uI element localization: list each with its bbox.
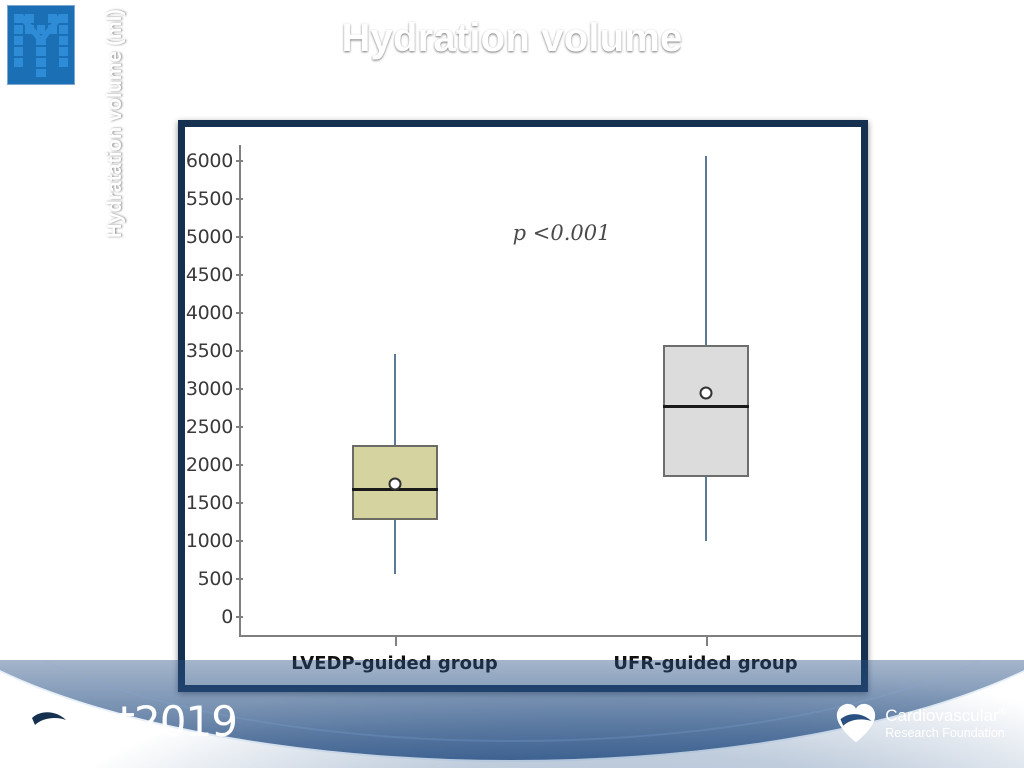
p-value-annotation: p <0.001 [512,221,611,246]
y-axis-tick-mark [236,616,243,618]
tct-heart-icon [28,700,70,743]
crf-line1-text: Cardiovascular [885,706,999,726]
y-axis-tick-label: 3500 [185,340,233,362]
y-axis-tick-label: 0 [221,606,233,628]
boxplot-median-line [662,404,749,408]
y-axis-tick-mark [236,198,243,200]
y-axis-tick-mark [236,236,243,238]
institution-logo-mark [14,14,68,77]
y-axis-tick-mark [236,160,243,162]
page-title: Hydration volume [341,16,683,60]
plot-area [239,145,861,645]
boxplot-chart: 0 500 1000 1500 2000 2500 3000 3500 4000 4500 5000… [185,127,861,685]
y-axis-tick-label: 2500 [185,416,233,438]
tct-logo-text: tct2019 [81,697,238,746]
y-axis-tick-mark [236,388,243,390]
x-axis-tick-mark [705,637,708,646]
y-axis-title: Hydratation volume (ml) [104,9,126,238]
crf-line2-text: Research Foundation [885,725,1005,740]
crf-logo: Cardiovascular® Research Foundation [835,702,1006,744]
y-axis-tick-label: 1000 [185,530,233,552]
footer-arc-highlight [0,660,1024,742]
crf-heart-icon [837,703,876,743]
y-axis-tick-mark [236,502,243,504]
y-axis-tick-mark [236,464,243,466]
y-axis-tick-label: 4000 [185,302,233,324]
y-axis-tick-label: 5500 [185,188,233,210]
x-axis-line [239,635,861,637]
tct-logo: tct2019 [26,697,238,746]
y-axis-tick-mark [236,426,243,428]
registered-mark: ® [998,706,1006,718]
boxplot-mean-marker [388,477,401,491]
boxplot-box [662,344,749,478]
y-axis-tick-label: 3000 [185,378,233,400]
y-axis-tick-label: 4500 [185,264,233,286]
y-axis-tick-label: 500 [197,568,234,590]
y-axis-line [239,145,241,637]
y-axis-tick-mark [236,578,243,580]
y-axis-tick-label: 5000 [185,226,233,248]
institution-logo [8,6,74,84]
crf-logo-text: Cardiovascular® Research Foundation [885,706,1006,739]
y-axis-tick-label: 2000 [185,454,233,476]
chart-frame: 0 500 1000 1500 2000 2500 3000 3500 4000 4500 5000… [178,120,868,692]
y-axis-tick-mark [236,312,243,314]
x-axis-tick-mark [394,637,397,646]
y-axis-tick-mark [236,274,243,276]
y-axis-tick-mark [236,350,243,352]
boxplot-mean-marker [699,386,712,400]
y-axis-tick-label: 1500 [185,492,233,514]
y-axis-tick-mark [236,540,243,542]
y-axis-tick-label: 6000 [185,150,233,172]
